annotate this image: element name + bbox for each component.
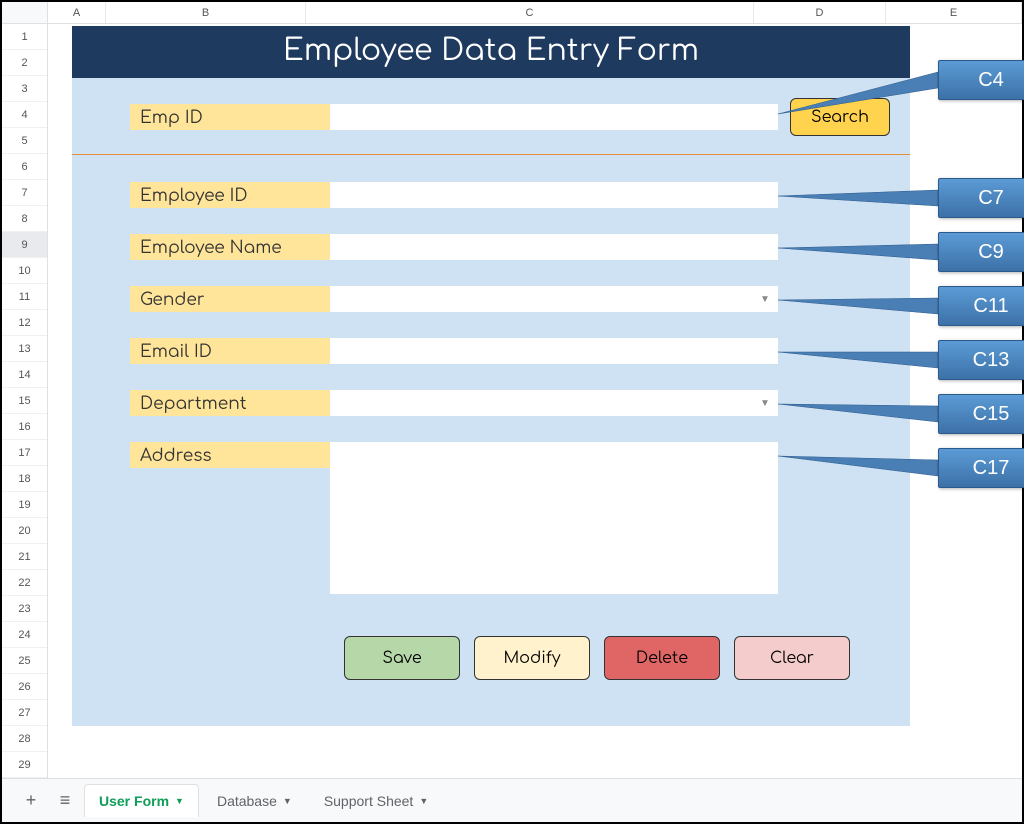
callout-C11: C11 [938,286,1024,326]
sheet-tab-user-form[interactable]: User Form ▼ [84,784,199,817]
field-label-5: Address [130,442,330,468]
row-header-6[interactable]: 6 [2,154,47,180]
input-email-id[interactable] [330,338,778,364]
chevron-down-icon: ▼ [419,796,428,806]
sheet-tab-label: Database [217,793,277,809]
input-address[interactable] [330,442,778,594]
row-header-4[interactable]: 4 [2,102,47,128]
form-panel [72,26,910,726]
row-header-16[interactable]: 16 [2,414,47,440]
row-header-19[interactable]: 19 [2,492,47,518]
callout-C15: C15 [938,394,1024,434]
row-header-11[interactable]: 11 [2,284,47,310]
row-header-22[interactable]: 22 [2,570,47,596]
row-header-29[interactable]: 29 [2,752,47,778]
row-header-25[interactable]: 25 [2,648,47,674]
emp-id-search-input[interactable] [330,104,778,130]
clear-button[interactable]: Clear [734,636,850,680]
row-header-5[interactable]: 5 [2,128,47,154]
column-header-D[interactable]: D [754,2,886,23]
add-sheet-button[interactable]: + [16,786,46,816]
row-header-21[interactable]: 21 [2,544,47,570]
corner-cell[interactable] [2,2,48,23]
main-area: 1234567891011121314151617181920212223242… [2,24,1022,778]
emp-id-search-label: Emp ID [130,104,330,130]
row-header-17[interactable]: 17 [2,440,47,466]
row-header-2[interactable]: 2 [2,50,47,76]
field-label-3: Email ID [130,338,330,364]
select-gender[interactable] [330,286,778,312]
callout-C9: C9 [938,232,1024,272]
row-header-18[interactable]: 18 [2,466,47,492]
row-headers: 1234567891011121314151617181920212223242… [2,24,48,778]
field-label-1: Employee Name [130,234,330,260]
select-department[interactable] [330,390,778,416]
row-header-23[interactable]: 23 [2,596,47,622]
callout-C17: C17 [938,448,1024,488]
row-header-7[interactable]: 7 [2,180,47,206]
row-header-3[interactable]: 3 [2,76,47,102]
row-header-8[interactable]: 8 [2,206,47,232]
row-header-20[interactable]: 20 [2,518,47,544]
modify-button[interactable]: Modify [474,636,590,680]
section-divider [72,154,910,155]
row-header-10[interactable]: 10 [2,258,47,284]
row-header-14[interactable]: 14 [2,362,47,388]
callout-C4: C4 [938,60,1024,100]
save-button[interactable]: Save [344,636,460,680]
column-header-E[interactable]: E [886,2,1022,23]
row-header-28[interactable]: 28 [2,726,47,752]
callout-C13: C13 [938,340,1024,380]
column-header-A[interactable]: A [48,2,106,23]
sheet-tab-support-sheet[interactable]: Support Sheet ▼ [310,785,442,817]
form-title: Employee Data Entry Form [72,26,910,78]
field-label-4: Department [130,390,330,416]
all-sheets-button[interactable]: ≡ [50,786,80,816]
sheet-tab-label: Support Sheet [324,793,414,809]
row-header-15[interactable]: 15 [2,388,47,414]
chevron-down-icon: ▼ [283,796,292,806]
row-header-12[interactable]: 12 [2,310,47,336]
callout-C7: C7 [938,178,1024,218]
sheet-tab-label: User Form [99,793,169,809]
row-header-1[interactable]: 1 [2,24,47,50]
row-header-27[interactable]: 27 [2,700,47,726]
row-header-13[interactable]: 13 [2,336,47,362]
row-header-24[interactable]: 24 [2,622,47,648]
sheet-tabs-bar: + ≡ User Form ▼ Database ▼ Support Sheet ▼ [2,778,1022,822]
row-header-26[interactable]: 26 [2,674,47,700]
row-header-9[interactable]: 9 [2,232,47,258]
chevron-down-icon: ▼ [175,796,184,806]
input-employee-id[interactable] [330,182,778,208]
column-headers-row: ABCDE [2,2,1022,24]
field-label-0: Employee ID [130,182,330,208]
sheet-canvas: Employee Data Entry Form Emp ID Search Emp… [48,24,1022,778]
input-employee-name[interactable] [330,234,778,260]
sheet-tab-database[interactable]: Database ▼ [203,785,306,817]
search-button[interactable]: Search [790,98,890,136]
column-header-B[interactable]: B [106,2,306,23]
column-header-C[interactable]: C [306,2,754,23]
field-label-2: Gender [130,286,330,312]
delete-button[interactable]: Delete [604,636,720,680]
